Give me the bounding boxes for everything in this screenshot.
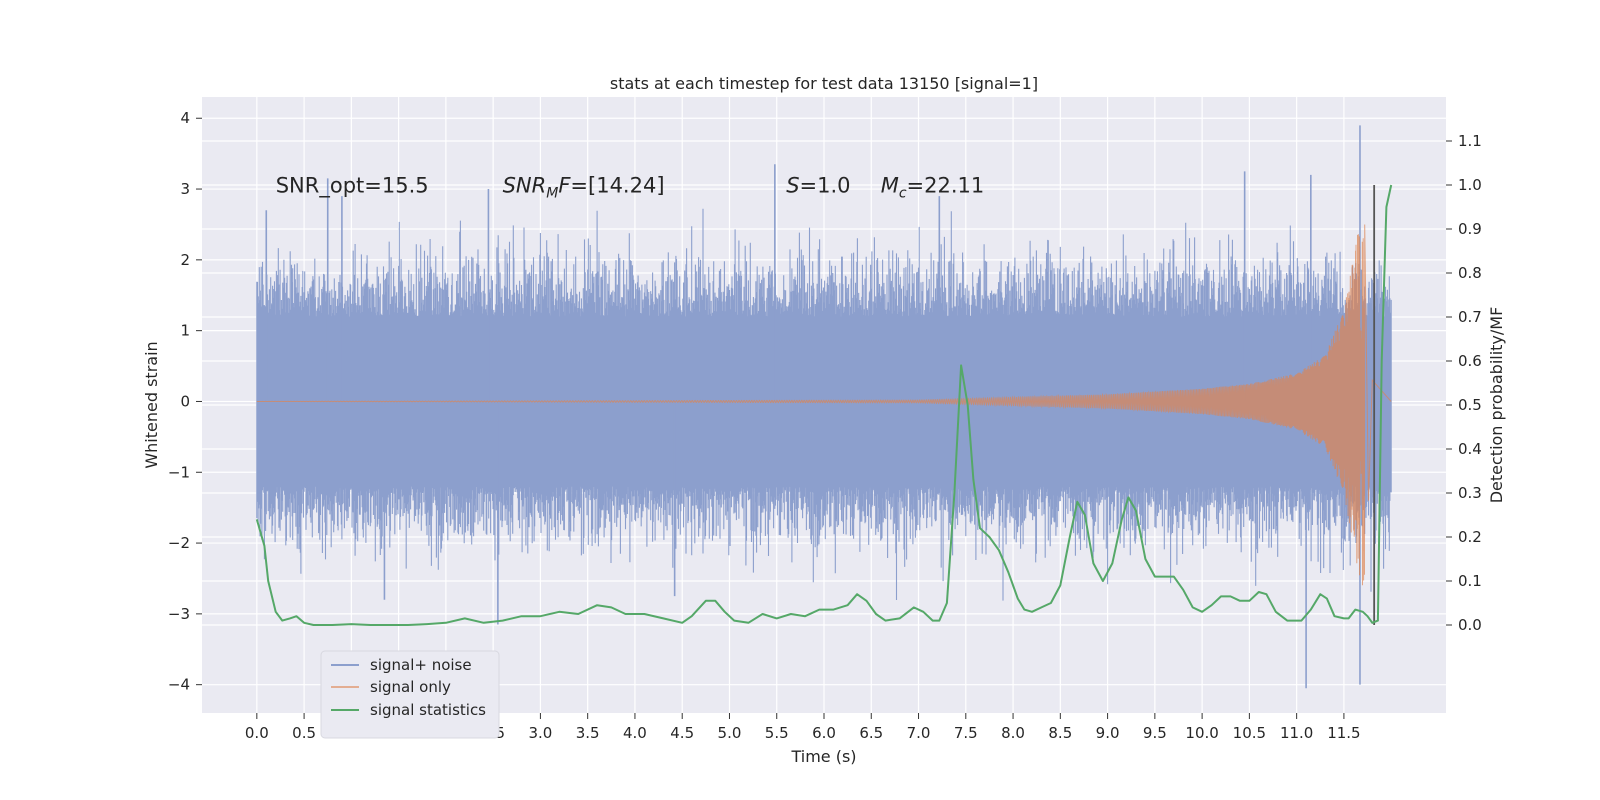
x-tick-label: 6.5 xyxy=(859,724,883,742)
x-tick-label: 11.0 xyxy=(1280,724,1313,742)
y-tick-label: 1 xyxy=(180,322,190,340)
legend-label-signal-statistics: signal statistics xyxy=(370,701,486,719)
x-axis-title: Time (s) xyxy=(790,747,856,766)
y-right-tick-label: 1.1 xyxy=(1458,132,1482,150)
y-right-tick-label: 0.4 xyxy=(1458,440,1482,458)
y-tick-label: −4 xyxy=(168,676,190,694)
y-tick-label: −3 xyxy=(168,605,190,623)
y-tick-label: 4 xyxy=(180,109,190,127)
annotation-snr-mf: SNRMF=[14.24] xyxy=(503,174,665,202)
y-right-tick-label: 0.0 xyxy=(1458,616,1482,634)
chart-title: stats at each timestep for test data 131… xyxy=(610,74,1038,93)
x-tick-label: 0.5 xyxy=(292,724,316,742)
legend-box xyxy=(320,650,500,739)
y-axis-title: Whitened strain xyxy=(142,341,161,468)
signal-only-trace xyxy=(256,224,1392,586)
x-tick-label: 4.0 xyxy=(623,724,647,742)
y-right-tick-label: 0.6 xyxy=(1458,352,1482,370)
y-tick-label: 3 xyxy=(180,180,190,198)
y-tick-label: 0 xyxy=(180,392,190,410)
y-tick-label: −2 xyxy=(168,534,190,552)
y-right-tick-label: 0.9 xyxy=(1458,220,1482,238)
x-tick-label: 11.5 xyxy=(1327,724,1360,742)
y-right-tick-label: 0.5 xyxy=(1458,396,1482,414)
y-right-tick-label: 1.0 xyxy=(1458,176,1482,194)
y-tick-label: −1 xyxy=(168,463,190,481)
annotation-s-val: S=1.0 xyxy=(786,174,850,198)
legend-label-signal-only: signal only xyxy=(370,678,451,696)
y-right-tick-label: 0.8 xyxy=(1458,264,1482,282)
signal-statistics-line xyxy=(255,184,1393,626)
annotation-mc-val: Mc=22.11 xyxy=(881,174,985,202)
x-tick-label: 8.5 xyxy=(1048,724,1072,742)
x-tick-label: 10.0 xyxy=(1185,724,1218,742)
x-tick-label: 5.0 xyxy=(718,724,742,742)
annotation-snr-opt: SNR_opt=15.5 xyxy=(276,174,429,199)
legend-label-signal-plus-noise: signal+ noise xyxy=(370,656,472,674)
y-right-tick-label: 0.1 xyxy=(1458,572,1482,590)
annotations: SNR_opt=15.5 SNRMF=[14.24] S=1.0 Mc=22.11 xyxy=(276,174,985,202)
x-tick-label: 9.0 xyxy=(1096,724,1120,742)
x-tick-label: 6.0 xyxy=(812,724,836,742)
x-tick-label: 3.5 xyxy=(576,724,600,742)
x-tick-label: 10.5 xyxy=(1233,724,1266,742)
x-tick-label: 7.0 xyxy=(907,724,931,742)
y-tick-label: 2 xyxy=(180,251,190,269)
x-tick-label: 9.5 xyxy=(1143,724,1167,742)
x-tick-label: 0.0 xyxy=(245,724,269,742)
legend: signal+ noise signal only signal statist… xyxy=(320,650,500,739)
x-tick-label: 3.0 xyxy=(528,724,552,742)
series-signal-only xyxy=(256,224,1392,586)
y-right-axis-title: Detection probability/MF xyxy=(1487,307,1506,504)
y-right-tick-label: 0.7 xyxy=(1458,308,1482,326)
x-tick-label: 8.0 xyxy=(1001,724,1025,742)
series-signal-statistics xyxy=(255,184,1393,626)
x-tick-label: 5.5 xyxy=(765,724,789,742)
y-right-tick-label: 0.3 xyxy=(1458,484,1482,502)
y-right-tick-label: 0.2 xyxy=(1458,528,1482,546)
x-tick-label: 4.5 xyxy=(670,724,694,742)
x-tick-label: 7.5 xyxy=(954,724,978,742)
